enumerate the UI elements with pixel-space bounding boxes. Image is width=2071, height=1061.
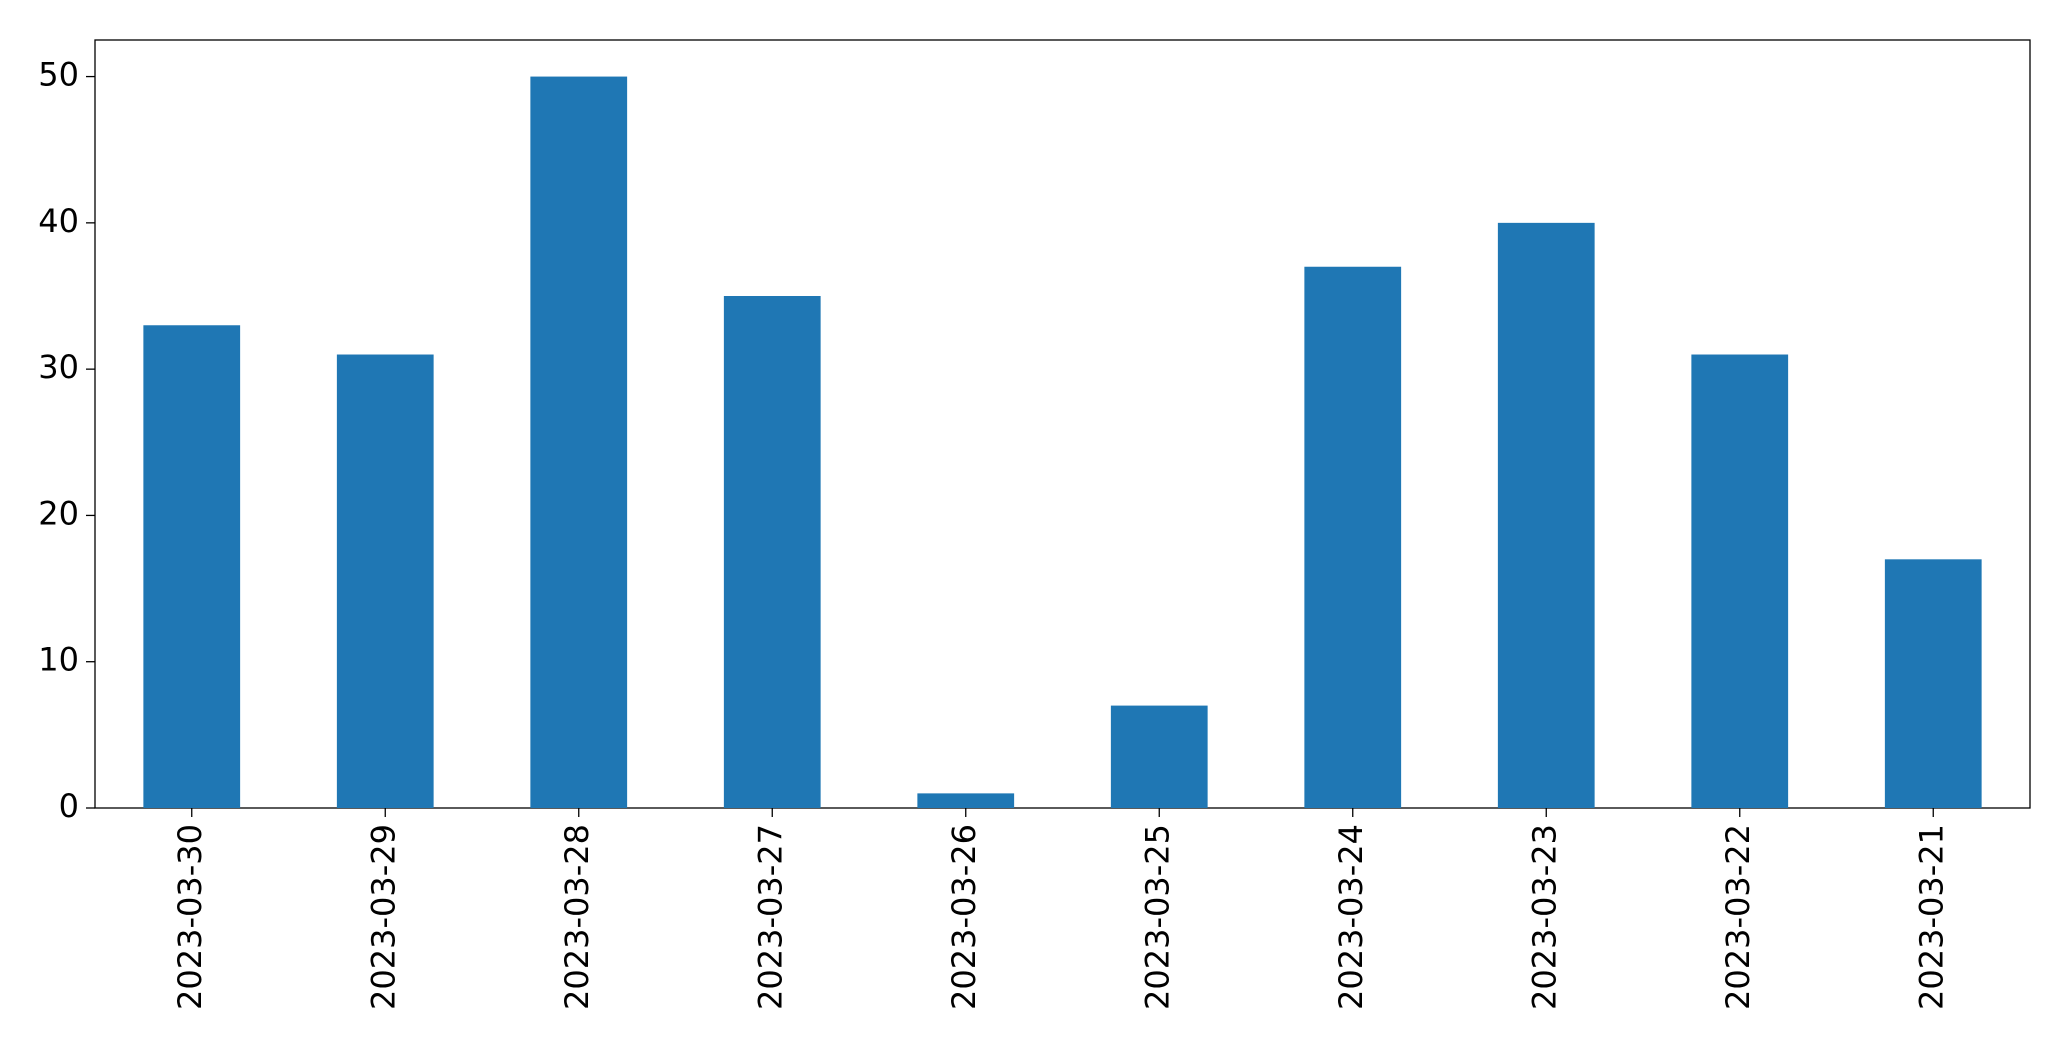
bar [143, 325, 241, 808]
x-tick-label: 2023-03-22 [1719, 824, 1757, 1010]
x-tick-label: 2023-03-21 [1912, 824, 1950, 1010]
x-tick-label: 2023-03-25 [1138, 824, 1176, 1010]
x-tick-label: 2023-03-29 [364, 824, 402, 1010]
x-tick-label: 2023-03-27 [751, 824, 789, 1010]
bar [530, 76, 628, 809]
bar [1304, 266, 1402, 808]
bar [1497, 222, 1595, 808]
bar [1110, 705, 1208, 808]
x-tick-label: 2023-03-26 [945, 824, 983, 1010]
plot-frame [94, 39, 2031, 809]
bar [1691, 354, 1789, 808]
x-tick-label: 2023-03-30 [171, 824, 209, 1010]
bar [723, 296, 821, 808]
x-tick-label: 2023-03-23 [1525, 824, 1563, 1010]
y-tick-label: 0 [59, 787, 79, 825]
y-tick-label: 40 [38, 202, 79, 240]
y-tick-label: 30 [38, 348, 79, 386]
bar [1884, 559, 1982, 808]
y-tick-label: 50 [38, 56, 79, 94]
y-tick-label: 20 [38, 494, 79, 532]
bar [336, 354, 434, 808]
bar [917, 793, 1015, 808]
x-tick-label: 2023-03-24 [1332, 824, 1370, 1010]
y-tick-label: 10 [38, 641, 79, 679]
x-tick-label: 2023-03-28 [558, 824, 596, 1010]
